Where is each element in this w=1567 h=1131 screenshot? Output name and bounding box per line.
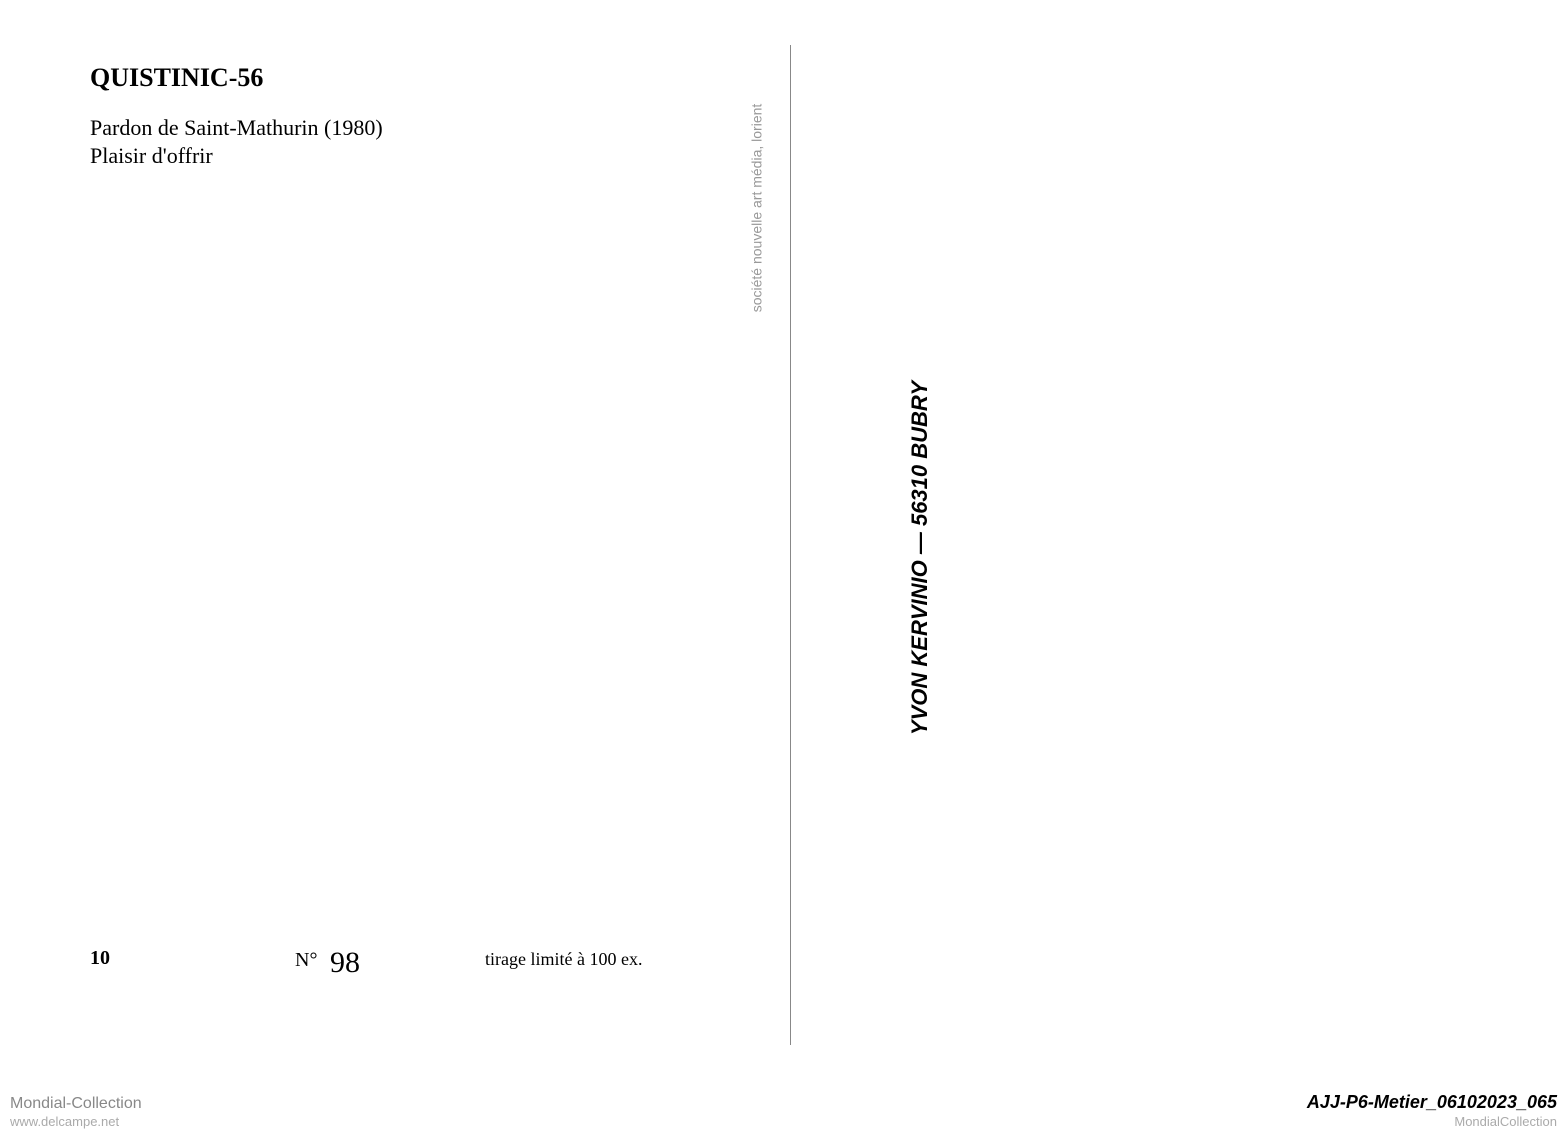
location-title: QUISTINIC-56 bbox=[90, 63, 263, 93]
watermark-collection: Mondial-Collection bbox=[10, 1095, 142, 1113]
event-tagline: Plaisir d'offrir bbox=[90, 143, 213, 169]
publisher-name: YVON KERVINIO — 56310 BUBRY bbox=[907, 381, 933, 735]
print-run-info: tirage limité à 100 ex. bbox=[485, 949, 642, 970]
watermark-url: www.delcampe.net bbox=[10, 1114, 119, 1129]
postcard-back: QUISTINIC-56 Pardon de Saint-Mathurin (1… bbox=[15, 15, 1552, 1075]
card-number: 10 bbox=[90, 947, 110, 970]
edition-number-handwritten: 98 bbox=[330, 946, 360, 980]
edition-label: N° bbox=[295, 949, 317, 972]
reference-code: AJJ-P6-Metier_06102023_065 bbox=[1307, 1092, 1557, 1113]
center-divider bbox=[790, 45, 791, 1045]
event-description: Pardon de Saint-Mathurin (1980) bbox=[90, 115, 383, 141]
company-name: société nouvelle art média, lorient bbox=[748, 104, 764, 313]
brand-name: MondialCollection bbox=[1454, 1114, 1557, 1129]
